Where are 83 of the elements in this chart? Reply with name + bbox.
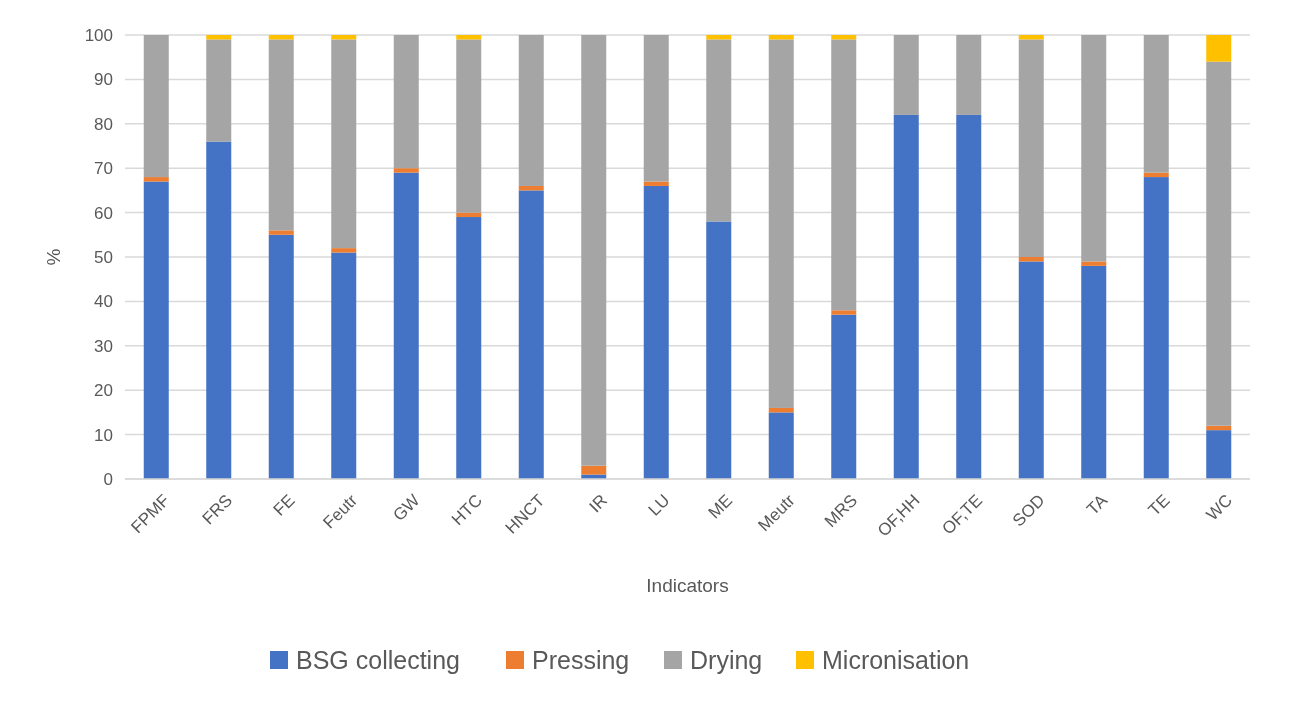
legend-label: Drying [690,645,763,674]
x-tick-label: LU [644,490,674,520]
x-tick-label: WC [1202,490,1236,525]
legend-label: BSG collecting [296,645,460,674]
y-tick-label: 10 [94,425,113,445]
bar [1143,35,1169,173]
bar [1081,261,1107,266]
bar [1081,35,1107,262]
bar [1206,35,1232,62]
bar [706,39,732,222]
bar [831,310,857,315]
bar [206,39,232,142]
x-tick-label: GW [389,490,424,525]
bar [1018,261,1044,479]
bar [643,185,669,479]
legend-label: Pressing [532,645,630,674]
bar [268,39,294,231]
bar [456,217,482,479]
bar [331,252,357,479]
bar [206,35,232,40]
bar [518,185,544,191]
bar [143,35,169,178]
bar [581,35,607,466]
x-axis-title: Indicators [646,575,729,596]
bar [268,35,294,40]
y-tick-label: 70 [94,159,113,179]
x-tick-label: TA [1083,490,1112,519]
bar [518,35,544,186]
bar [1018,39,1044,257]
bar [456,35,482,40]
y-tick-label: 30 [94,336,113,356]
bar [956,114,982,479]
bar [831,314,857,479]
bar [1018,257,1044,262]
bar [518,190,544,479]
bar [581,465,607,475]
y-tick-label: 60 [94,203,113,223]
y-axis-title: % [43,248,64,266]
bar [643,35,669,182]
bar [1206,430,1232,479]
y-tick-label: 20 [94,381,113,401]
bar [831,39,857,311]
y-tick-label: 90 [94,70,113,90]
bar [393,35,419,169]
bar [643,181,669,186]
bar [768,35,794,40]
x-tick-label: TE [1144,490,1174,520]
bar [1018,35,1044,40]
bar [1081,265,1107,479]
bar [456,212,482,218]
bar [706,35,732,40]
bar [1143,177,1169,479]
bar [1206,61,1232,426]
bar [393,168,419,173]
bar [268,234,294,479]
bar [956,35,982,115]
bar [893,35,919,115]
bar [1143,172,1169,178]
x-tick-label: IR [585,490,611,517]
legend-label: Micronisation [822,645,970,674]
bar [893,114,919,479]
y-tick-label: 0 [103,469,113,489]
bar [331,35,357,40]
bar [768,407,794,413]
bar [143,181,169,479]
bar [768,412,794,479]
bar [268,230,294,235]
bar [393,172,419,479]
bar [1206,425,1232,431]
bar [768,39,794,408]
bar [206,141,232,479]
y-tick-label: 80 [94,114,113,134]
bar [143,177,169,182]
y-tick-label: 50 [94,247,113,267]
bar [331,39,357,249]
x-tick-label: ME [704,490,736,523]
bar [456,39,482,213]
bar [331,248,357,253]
y-tick-label: 40 [94,292,113,312]
y-tick-label: 100 [84,25,113,45]
x-tick-label: FE [269,490,299,520]
bar [831,35,857,40]
bar [706,221,732,479]
